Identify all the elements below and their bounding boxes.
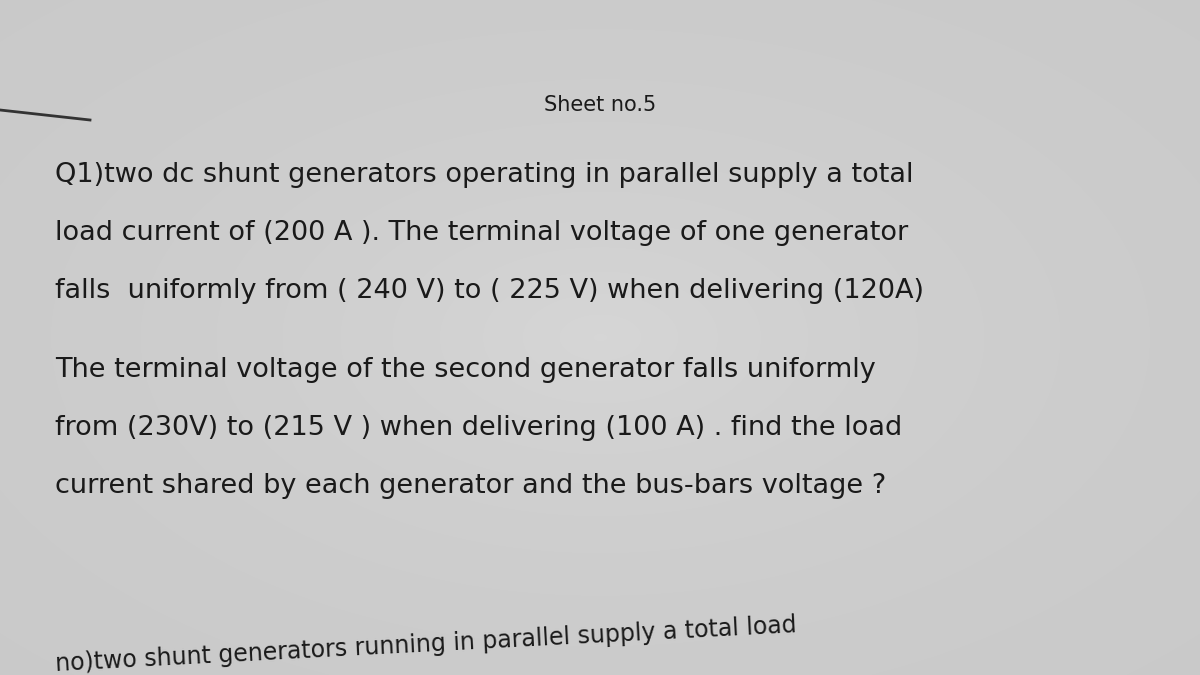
Text: Sheet no.5: Sheet no.5 [544,95,656,115]
Text: falls  uniformly from ( 240 V) to ( 225 V) when delivering (120A): falls uniformly from ( 240 V) to ( 225 V… [55,278,924,304]
Text: current shared by each generator and the bus-bars voltage ?: current shared by each generator and the… [55,473,887,499]
Text: The terminal voltage of the second generator falls uniformly: The terminal voltage of the second gener… [55,357,876,383]
Text: Q1)two dc shunt generators operating in parallel supply a total: Q1)two dc shunt generators operating in … [55,162,913,188]
Text: no)two shunt generators running in parallel supply a total load: no)two shunt generators running in paral… [55,614,798,675]
Text: from (230V) to (215 V ) when delivering (100 A) . find the load: from (230V) to (215 V ) when delivering … [55,415,902,441]
Text: load current of (200 A ). The terminal voltage of one generator: load current of (200 A ). The terminal v… [55,220,908,246]
